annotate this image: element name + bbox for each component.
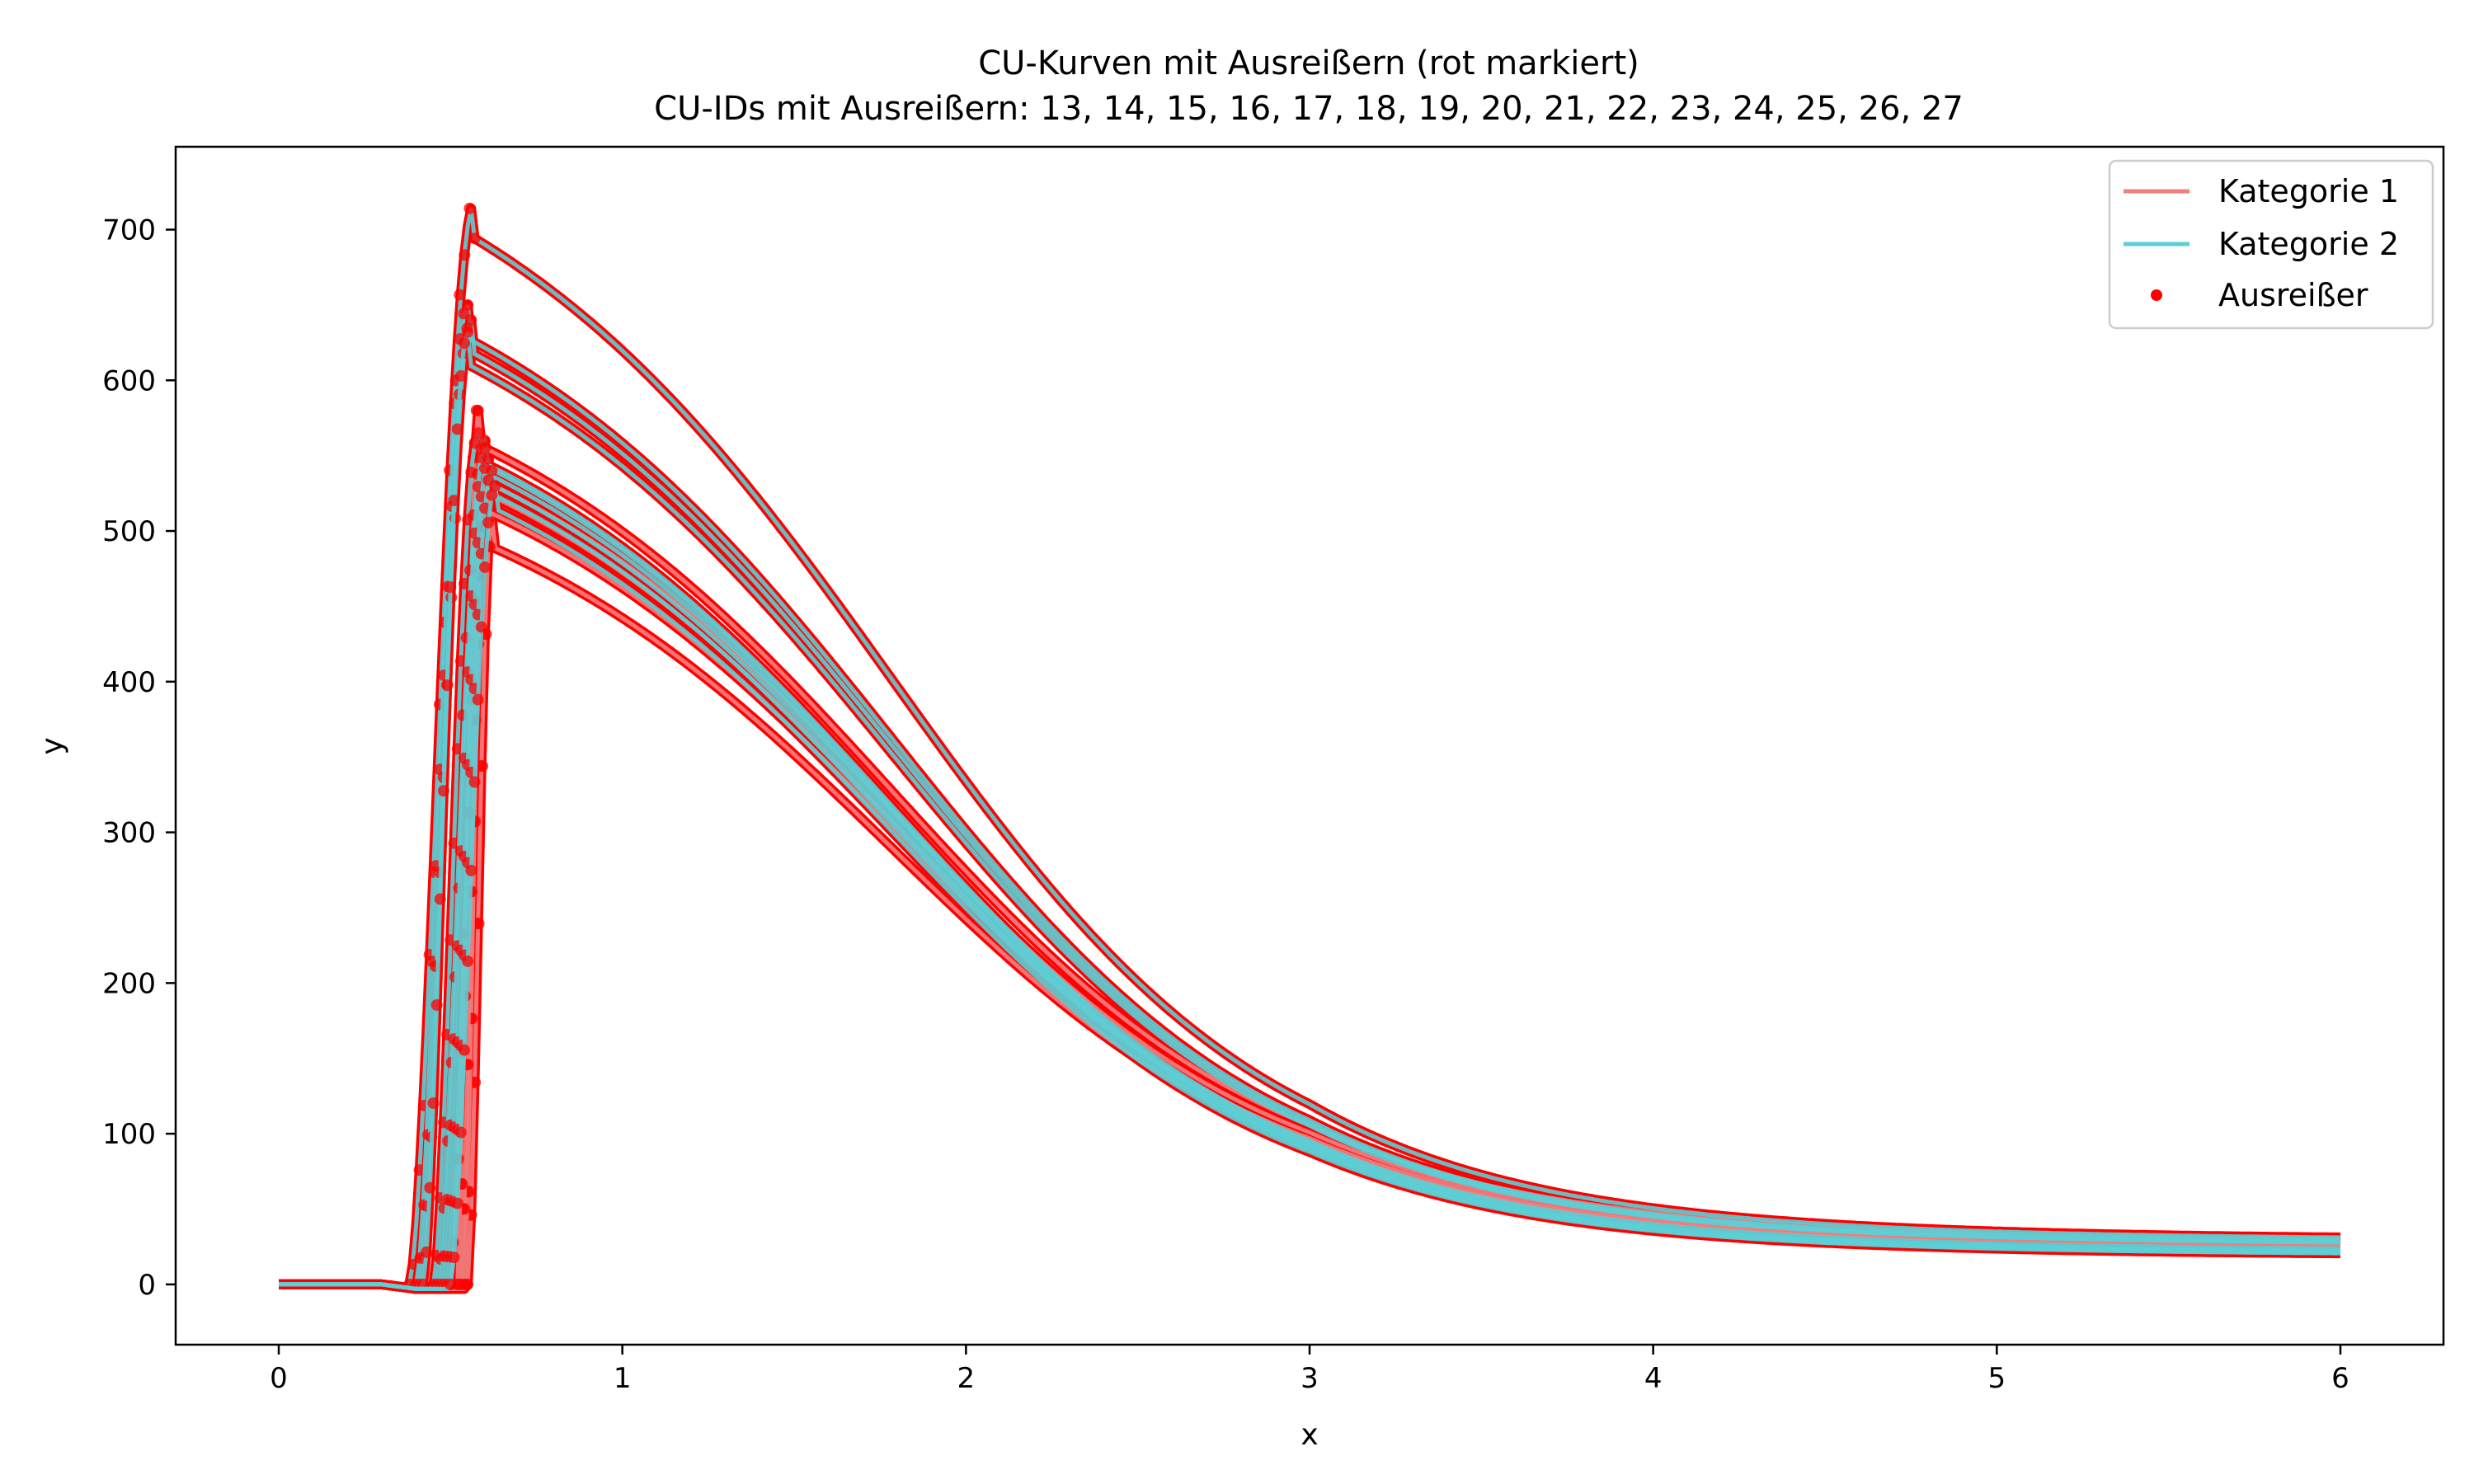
outlier-point	[479, 442, 491, 454]
outlier-point	[448, 1252, 460, 1264]
outlier-point	[451, 423, 463, 435]
x-tick-label: 3	[1300, 1362, 1319, 1395]
outlier-point	[482, 453, 495, 465]
outlier-point	[451, 1197, 463, 1209]
chart-title: CU-Kurven mit Ausreißern (rot markiert)	[978, 45, 1639, 82]
outlier-point	[453, 1278, 465, 1290]
series-line-kategorie-2	[279, 331, 2340, 1291]
outlier-point	[468, 232, 481, 245]
outlier-point	[459, 577, 470, 589]
outlier-trace	[277, 458, 2342, 1294]
outlier-point	[469, 1076, 482, 1088]
x-tick-label: 0	[270, 1362, 288, 1395]
axes-frame	[174, 145, 2445, 1346]
legend-marker-ausreisser	[2151, 289, 2162, 301]
outlier-point	[444, 1278, 457, 1290]
outlier-point	[465, 314, 477, 326]
outlier-point	[475, 621, 487, 633]
outlier-point	[448, 495, 460, 507]
outlier-point	[458, 308, 470, 320]
y-tick-label: 600	[102, 364, 156, 397]
outlier-point	[434, 893, 446, 905]
outlier-point	[454, 655, 467, 667]
outlier-point	[451, 743, 463, 755]
outlier-trace	[277, 453, 2342, 1294]
outlier-point	[462, 298, 474, 311]
x-axis-ticks: 0 1 2 3 4 5 6	[270, 1345, 2349, 1395]
outlier-point	[454, 289, 466, 301]
series-line-kategorie-2	[279, 485, 2340, 1291]
outlier-point	[468, 776, 481, 788]
outlier-point	[430, 998, 443, 1011]
series-line-kategorie-2	[279, 458, 2340, 1291]
outlier-point	[424, 1181, 436, 1194]
outlier-point	[454, 370, 467, 383]
x-tick-label: 6	[2331, 1362, 2349, 1395]
series-line-kategorie-2	[279, 447, 2340, 1291]
series-line-kategorie-1	[279, 515, 2341, 1291]
outlier-trace	[277, 443, 2342, 1294]
series-line-kategorie-2	[279, 208, 2341, 1290]
legend: Kategorie 1 Kategorie 2 Ausreißer	[2108, 159, 2434, 330]
outlier-point	[444, 581, 457, 594]
outlier-trace	[277, 443, 2342, 1294]
outlier-trace	[277, 510, 2342, 1294]
legend-label-kategorie-1: Kategorie 1	[2218, 173, 2399, 209]
outlier-point	[482, 516, 495, 528]
y-tick-label: 500	[102, 515, 156, 548]
outlier-point	[459, 1044, 470, 1056]
outlier-point	[462, 955, 474, 967]
outlier-point	[459, 337, 470, 350]
x-tick-label: 5	[1988, 1362, 2006, 1395]
outlier-point	[489, 480, 501, 492]
outlier-point	[473, 918, 485, 930]
outlier-point	[448, 837, 460, 849]
y-tick-label: 400	[102, 666, 156, 699]
y-tick-label: 200	[102, 967, 156, 1000]
series-line-kategorie-1	[279, 463, 2341, 1291]
outlier-trace	[277, 481, 2342, 1294]
outlier-point	[441, 679, 454, 692]
chart-subtitle: CU-IDs mit Ausreißern: 13, 14, 15, 16, 1…	[654, 90, 1964, 128]
y-axis-label: y	[35, 737, 69, 754]
y-axis-ticks: 0 100 200 300 400 500 600 700	[102, 214, 176, 1302]
series-line-kategorie-1	[279, 448, 2341, 1291]
x-tick-label: 2	[957, 1362, 976, 1395]
legend-label-kategorie-2: Kategorie 2	[2218, 226, 2399, 262]
outlier-point	[421, 1246, 433, 1258]
outlier-point	[459, 249, 471, 261]
outlier-point	[427, 1097, 440, 1110]
outlier-point	[472, 404, 484, 416]
y-tick-label: 700	[102, 214, 156, 247]
outlier-point	[413, 1164, 426, 1176]
y-tick-label: 100	[102, 1118, 156, 1151]
outlier-point	[472, 693, 484, 706]
y-tick-label: 0	[138, 1269, 156, 1302]
x-tick-label: 4	[1644, 1362, 1663, 1395]
outlier-point	[462, 326, 474, 338]
legend-frame	[2108, 159, 2434, 330]
plot-area	[277, 202, 2342, 1294]
outlier-point	[477, 760, 489, 773]
outlier-point	[472, 427, 484, 439]
outlier-point	[463, 202, 476, 214]
outlier-point	[486, 464, 498, 477]
y-tick-label: 300	[102, 817, 156, 850]
legend-label-ausreisser: Ausreißer	[2218, 277, 2368, 313]
outlier-point	[465, 864, 477, 876]
x-tick-label: 1	[614, 1362, 632, 1395]
outlier-point	[479, 561, 491, 573]
outlier-point	[454, 1126, 467, 1139]
x-axis-label: x	[1300, 1418, 1318, 1452]
outlier-point	[438, 785, 449, 797]
outlier-point	[486, 489, 498, 501]
